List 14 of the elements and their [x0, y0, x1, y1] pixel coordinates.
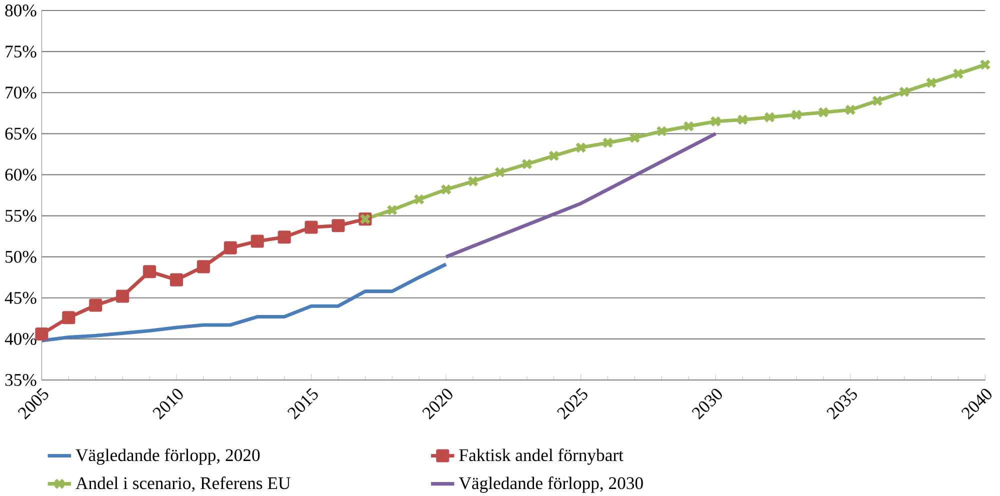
y-tick-label: 55%	[6, 210, 36, 222]
y-tick-label: 35%	[5, 374, 36, 386]
legend-label: Andel i scenario, Referens EU	[76, 476, 290, 492]
y-tick-label: 60%	[5, 168, 36, 180]
legend-label: Vägledande förlopp, 2020	[76, 448, 260, 465]
y-tick-label: 80%	[5, 4, 36, 16]
y-tick-label: 75%	[6, 45, 36, 58]
legend-label: Vägledande förlopp, 2030	[458, 476, 643, 493]
legend-label: Faktisk andel förnybart	[459, 448, 624, 465]
y-tick-label: 40%	[4, 332, 36, 345]
y-tick-label: 65%	[5, 127, 36, 140]
y-tick-label: 70%	[6, 86, 36, 98]
y-tick-label: 50%	[6, 250, 36, 263]
y-tick-label: 45%	[4, 292, 36, 304]
